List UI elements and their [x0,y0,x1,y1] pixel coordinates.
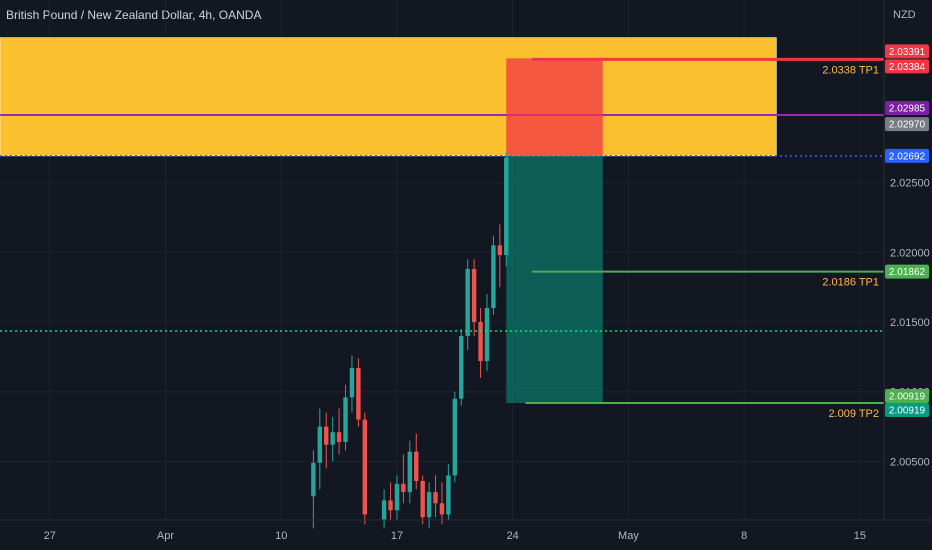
currency-label: NZD [893,9,916,21]
candle-body [433,492,438,504]
candle-body [452,398,458,476]
candle-body [478,322,483,362]
price-tag-label: 2.01862 [889,267,926,278]
candle-body [401,483,406,493]
time-tick-label: 24 [507,530,519,542]
price-tag-box [885,117,929,132]
price-tag-label: 2.00919 [889,392,926,403]
chart-title: British Pound / New Zealand Dollar, 4h, … [6,8,262,22]
price-tags: 2.03391 2.03384 2.02985 2.02970 2.02692 2.018… [885,44,929,418]
candle-body [426,492,432,518]
candle-body [471,269,477,323]
level-label: 2.0186 TP1 [822,277,879,289]
grid-lines [0,0,884,520]
price-tick-label: 2.02000 [890,247,930,259]
price-tag-label: 2.00919 [889,406,926,417]
candle-body [394,483,400,511]
candle-body [336,432,342,442]
time-axis[interactable]: 27 Apr 10 17 24 May 8 15 [0,519,932,542]
level-lines: 2.0338 TP1 2.0186 TP1 2.009 TP2 [0,57,884,420]
price-tag-box [885,403,929,418]
time-tick-label: May [618,530,639,542]
candle-body [388,500,393,511]
candle-body [362,419,368,515]
candle-body [491,245,496,309]
time-tick-label: 27 [44,530,56,542]
candle-body [311,462,316,497]
candle-body [356,368,361,420]
price-tag-box [885,389,929,404]
take-profit-zone [506,155,603,404]
level-label: 2.009 TP2 [828,408,879,420]
candle-body [407,451,413,493]
price-tag-label: 2.03391 [889,47,926,58]
price-tick-label: 2.01500 [890,317,930,329]
price-tag-box [885,148,929,163]
time-tick-label: 8 [741,530,747,542]
price-tick-label: 2.02500 [890,178,930,190]
candle-body [465,269,470,336]
candle-body [349,368,355,398]
candle-body [504,157,509,256]
time-tick-label: Apr [157,530,174,542]
price-tag-label: 2.02692 [889,151,926,162]
candle-body [446,475,451,515]
drawing-layer [0,37,884,404]
candle-body [497,245,503,256]
candle-body [420,480,425,518]
candle-body [330,432,335,445]
price-tag-label: 2.02970 [889,120,926,131]
price-tag-box [885,44,929,59]
candle-body [343,397,348,442]
price-tag-box [885,101,929,116]
time-tick-label: 17 [391,530,403,542]
time-tick-label: 15 [854,530,866,542]
price-tag-label: 2.02985 [889,104,926,115]
candle-body [439,503,445,515]
candle-body [459,335,464,399]
price-tick-label: 2.00500 [890,456,930,468]
stop-loss-zone [506,58,603,156]
candle-body [324,426,329,445]
candle-body [414,451,419,481]
candlestick-series [311,151,509,529]
price-tag-box [885,59,929,74]
time-tick-label: 10 [275,530,287,542]
price-tag-label: 2.03384 [889,62,926,73]
candle-body [317,426,322,463]
level-label: 2.0338 TP1 [822,64,879,76]
price-tag-box [885,264,929,279]
candle-body [484,308,490,362]
supply-zone-rectangle [0,37,777,157]
candle-body [381,500,387,520]
